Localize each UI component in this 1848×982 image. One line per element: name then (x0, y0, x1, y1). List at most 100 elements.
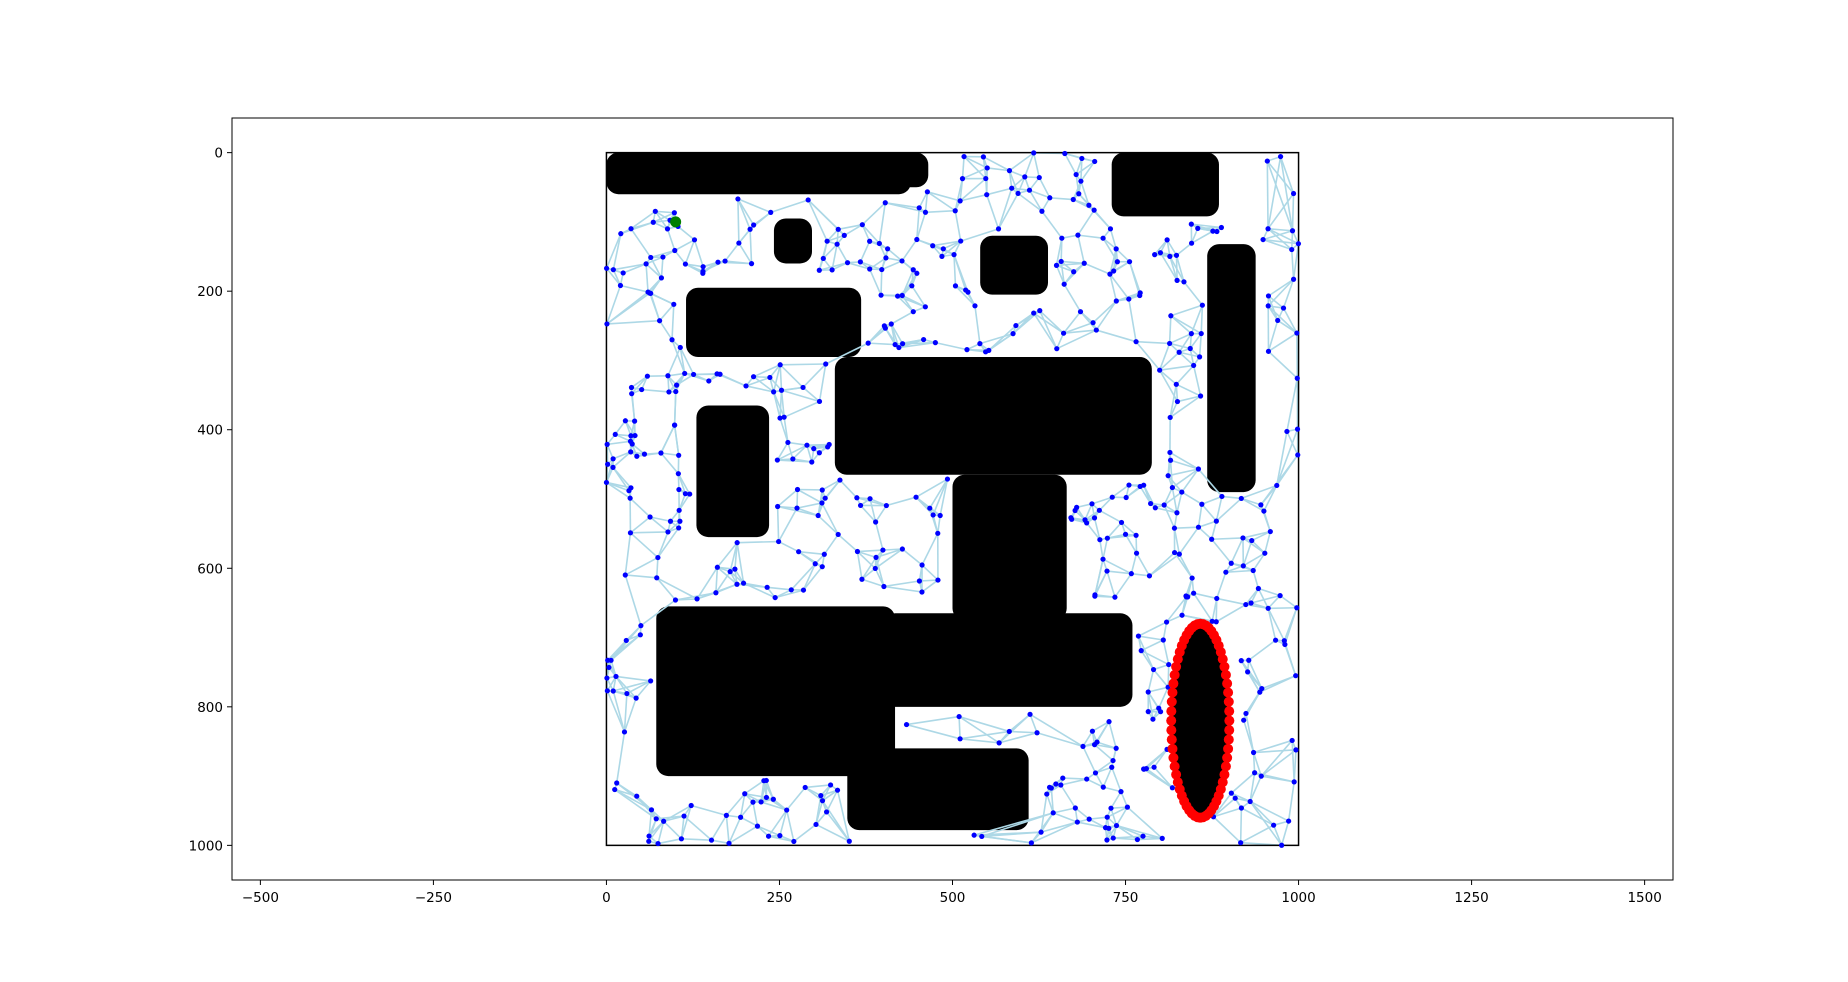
roadmap-node (879, 266, 885, 273)
roadmap-node (1248, 600, 1254, 606)
roadmap-node (765, 833, 772, 839)
roadmap-node (606, 664, 612, 671)
roadmap-edge (1253, 739, 1293, 754)
goal-marker (1224, 715, 1235, 726)
roadmap-node (1167, 457, 1174, 463)
roadmap-node (1213, 619, 1219, 625)
roadmap-node (821, 551, 827, 557)
roadmap-edge (1008, 170, 1019, 194)
roadmap-edge (779, 390, 783, 419)
roadmap-edge (890, 310, 914, 325)
roadmap-edge (1280, 820, 1290, 846)
roadmap-edge (622, 263, 647, 274)
roadmap-edge (901, 239, 918, 262)
roadmap-node (1214, 595, 1220, 602)
roadmap-node (768, 209, 774, 215)
roadmap-node (1195, 524, 1202, 530)
roadmap-edge (1040, 821, 1078, 833)
roadmap-node (910, 309, 916, 315)
roadmap-edge (776, 506, 780, 542)
roadmap-edge (752, 801, 759, 827)
roadmap-edge (1072, 180, 1082, 200)
roadmap-node (1123, 494, 1129, 501)
roadmap-node (1279, 842, 1285, 848)
roadmap-edge (1074, 807, 1090, 820)
roadmap-node (655, 554, 661, 561)
roadmap-node (1058, 782, 1064, 788)
roadmap-edge (1158, 369, 1179, 402)
roadmap-edge (677, 225, 696, 241)
roadmap-edge (1282, 278, 1295, 309)
roadmap-node (1071, 269, 1077, 275)
roadmap-edge (796, 502, 823, 509)
roadmap-node (1124, 804, 1131, 810)
x-axis: −500 −250 0 250 500 750 1000 1250 1500 (242, 880, 1662, 906)
roadmap-edge (1160, 251, 1177, 257)
roadmap-edge (631, 443, 645, 455)
roadmap-edge (1191, 223, 1214, 232)
roadmap-node (1223, 569, 1229, 575)
roadmap-node (785, 439, 791, 446)
roadmap-node (1126, 296, 1132, 302)
roadmap-edge (753, 376, 775, 393)
x-tick-label: −250 (415, 890, 452, 906)
roadmap-node (919, 589, 925, 595)
roadmap-edge (635, 680, 652, 699)
roadmap-edge (1201, 495, 1223, 505)
roadmap-node (880, 547, 886, 553)
roadmap-edge (630, 531, 668, 534)
roadmap-edge (1242, 719, 1255, 753)
roadmap-node (675, 471, 681, 477)
roadmap-edge (883, 585, 923, 593)
roadmap-edge (1197, 504, 1203, 528)
roadmap-node (612, 431, 618, 438)
goal-marker (1172, 777, 1183, 788)
roadmap-node (873, 519, 879, 525)
roadmap-node (1010, 331, 1016, 337)
plot-area (603, 150, 1302, 848)
roadmap-node (1100, 235, 1106, 241)
roadmap-node (790, 456, 796, 462)
roadmap-edge (1009, 169, 1026, 178)
roadmap-node (604, 675, 610, 681)
roadmap-node (1250, 749, 1257, 756)
roadmap-edge (773, 386, 804, 393)
roadmap-edge (729, 571, 745, 584)
roadmap-edge (1264, 531, 1272, 554)
roadmap-edge (885, 257, 903, 262)
roadmap-node (613, 673, 619, 680)
roadmap-node (654, 575, 660, 581)
roadmap-node (804, 442, 810, 448)
roadmap-node (1118, 789, 1124, 795)
goal-marker (1166, 734, 1177, 745)
roadmap-edge (650, 809, 665, 822)
roadmap-edge (650, 249, 676, 259)
roadmap-node (687, 491, 693, 497)
goal-marker (1223, 734, 1234, 745)
roadmap-edge (1077, 234, 1104, 239)
roadmap-node (888, 321, 894, 327)
roadmap-edge (1102, 766, 1113, 788)
roadmap-node (824, 238, 830, 244)
roadmap-node (1289, 228, 1296, 234)
roadmap-node (676, 452, 682, 458)
roadmap-edge (1201, 503, 1217, 522)
roadmap-node (660, 254, 666, 260)
roadmap-node (964, 347, 970, 353)
roadmap-node (1171, 525, 1178, 531)
roadmap-edge (1169, 460, 1174, 488)
roadmap-edge (1009, 730, 1038, 734)
roadmap-edge (857, 550, 877, 559)
roadmap-edge (779, 364, 783, 391)
roadmap-edge (620, 221, 654, 235)
roadmap-edge (979, 332, 1014, 345)
roadmap-node (1110, 757, 1116, 764)
roadmap-edge (624, 420, 636, 437)
roadmap-edge (859, 240, 871, 263)
roadmap-edge (1215, 496, 1223, 522)
roadmap-node (1147, 500, 1154, 507)
roadmap-node (1294, 605, 1300, 611)
roadmap-node (629, 391, 635, 397)
roadmap-edge (1046, 793, 1054, 814)
roadmap-node (1241, 717, 1247, 723)
